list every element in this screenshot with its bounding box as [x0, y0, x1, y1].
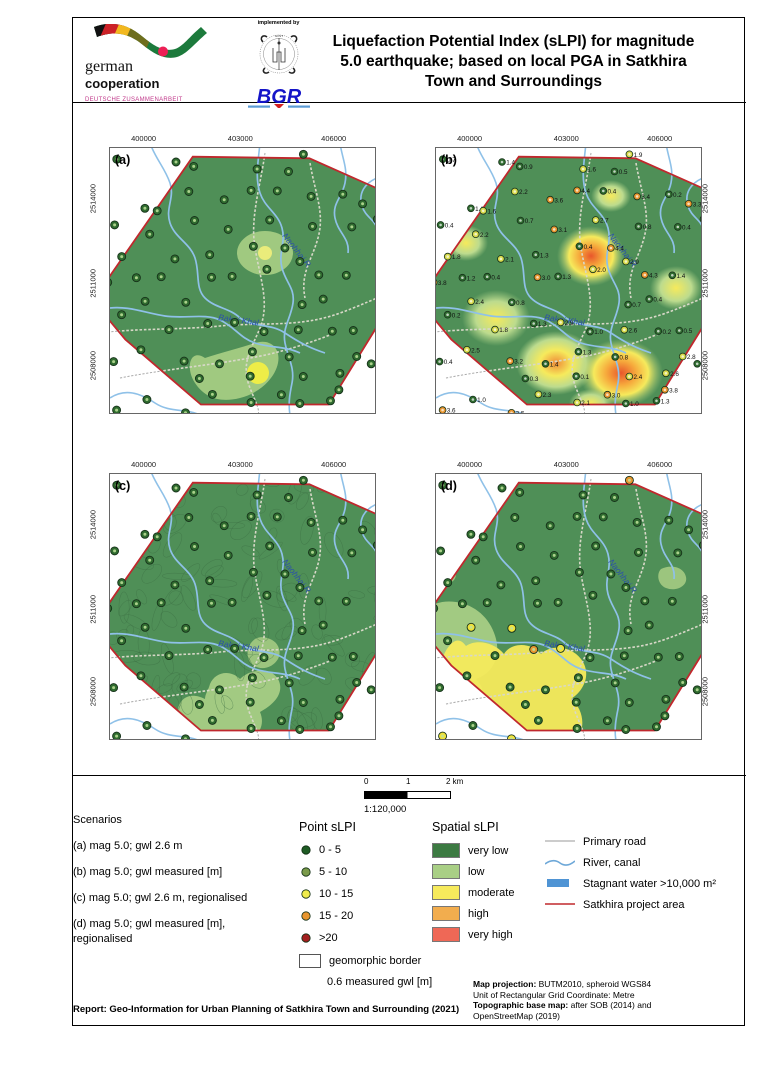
- svg-text:0.1: 0.1: [580, 374, 589, 381]
- svg-text:1.4: 1.4: [550, 361, 559, 368]
- svg-text:1.0: 1.0: [477, 397, 486, 404]
- svg-text:1.3: 1.3: [540, 252, 549, 259]
- svg-text:1.4: 1.4: [506, 160, 515, 167]
- svg-text:3.5: 3.5: [516, 410, 525, 414]
- svg-text:2.9: 2.9: [630, 259, 639, 266]
- svg-text:3.6: 3.6: [447, 408, 456, 414]
- svg-text:3.8: 3.8: [669, 387, 678, 394]
- svg-text:0.4: 0.4: [584, 244, 593, 251]
- svg-text:0.4: 0.4: [653, 297, 662, 304]
- svg-text:4.3: 4.3: [649, 273, 658, 280]
- svg-text:1.3: 1.3: [661, 398, 670, 405]
- svg-text:1.3: 1.3: [583, 349, 592, 356]
- svg-text:0.8: 0.8: [643, 224, 652, 231]
- svg-text:2.4: 2.4: [475, 299, 484, 306]
- svg-text:1.8: 1.8: [452, 254, 461, 261]
- svg-text:2.8: 2.8: [687, 354, 696, 361]
- svg-text:2.9: 2.9: [565, 320, 574, 327]
- svg-text:GOVT: GOVT: [274, 34, 283, 38]
- svg-text:0.4: 0.4: [682, 225, 691, 232]
- svg-text:2.5: 2.5: [471, 347, 480, 354]
- svg-text:0.2: 0.2: [663, 329, 672, 336]
- svg-text:3.3: 3.3: [693, 201, 702, 208]
- svg-text:1.4: 1.4: [677, 273, 686, 280]
- svg-text:2.1: 2.1: [505, 257, 514, 264]
- svg-text:2.3: 2.3: [543, 392, 552, 399]
- svg-text:3.2: 3.2: [514, 359, 523, 366]
- svg-text:0.4: 0.4: [491, 274, 500, 281]
- svg-text:2.4: 2.4: [634, 374, 643, 381]
- svg-text:0.2: 0.2: [673, 192, 682, 199]
- svg-text:2.1: 2.1: [581, 400, 590, 407]
- svg-text:2.6: 2.6: [670, 371, 679, 378]
- svg-text:1.3: 1.3: [562, 274, 571, 281]
- svg-text:2.6: 2.6: [629, 327, 638, 334]
- svg-text:2.7: 2.7: [600, 218, 609, 225]
- svg-text:3.6: 3.6: [554, 197, 563, 204]
- svg-text:3.1: 3.1: [558, 227, 567, 234]
- svg-text:4.4: 4.4: [581, 188, 590, 195]
- svg-text:0.4: 0.4: [445, 223, 454, 230]
- svg-text:1.0: 1.0: [630, 401, 639, 408]
- svg-text:1.3: 1.3: [538, 321, 547, 328]
- svg-text:3.4: 3.4: [641, 194, 650, 201]
- svg-text:3.8: 3.8: [438, 280, 447, 287]
- svg-text:0.5: 0.5: [684, 328, 693, 335]
- svg-text:1.6: 1.6: [487, 208, 496, 215]
- svg-text:2.2: 2.2: [519, 189, 528, 196]
- svg-text:0.3: 0.3: [530, 376, 539, 383]
- svg-text:3.0: 3.0: [612, 392, 621, 399]
- svg-text:1.8: 1.8: [499, 327, 508, 334]
- svg-text:2.0: 2.0: [597, 267, 606, 274]
- svg-text:1.9: 1.9: [634, 152, 643, 159]
- svg-text:0.5: 0.5: [619, 169, 628, 176]
- svg-text:0.2: 0.2: [452, 312, 461, 319]
- svg-text:0.8: 0.8: [619, 355, 628, 362]
- svg-text:2.2: 2.2: [480, 232, 489, 239]
- svg-text:0.4: 0.4: [444, 359, 453, 366]
- svg-text:1.2: 1.2: [467, 275, 476, 282]
- svg-text:1.1: 1.1: [701, 361, 702, 368]
- svg-text:4.4: 4.4: [615, 246, 624, 253]
- svg-text:0.7: 0.7: [525, 218, 534, 225]
- svg-text:0.9: 0.9: [524, 164, 533, 171]
- svg-text:1.6: 1.6: [587, 167, 596, 174]
- svg-text:0.7: 0.7: [632, 302, 641, 309]
- svg-text:0.8: 0.8: [516, 300, 525, 307]
- svg-text:3.0: 3.0: [542, 275, 551, 282]
- svg-text:1.0: 1.0: [594, 329, 603, 336]
- svg-text:0.4: 0.4: [608, 189, 617, 196]
